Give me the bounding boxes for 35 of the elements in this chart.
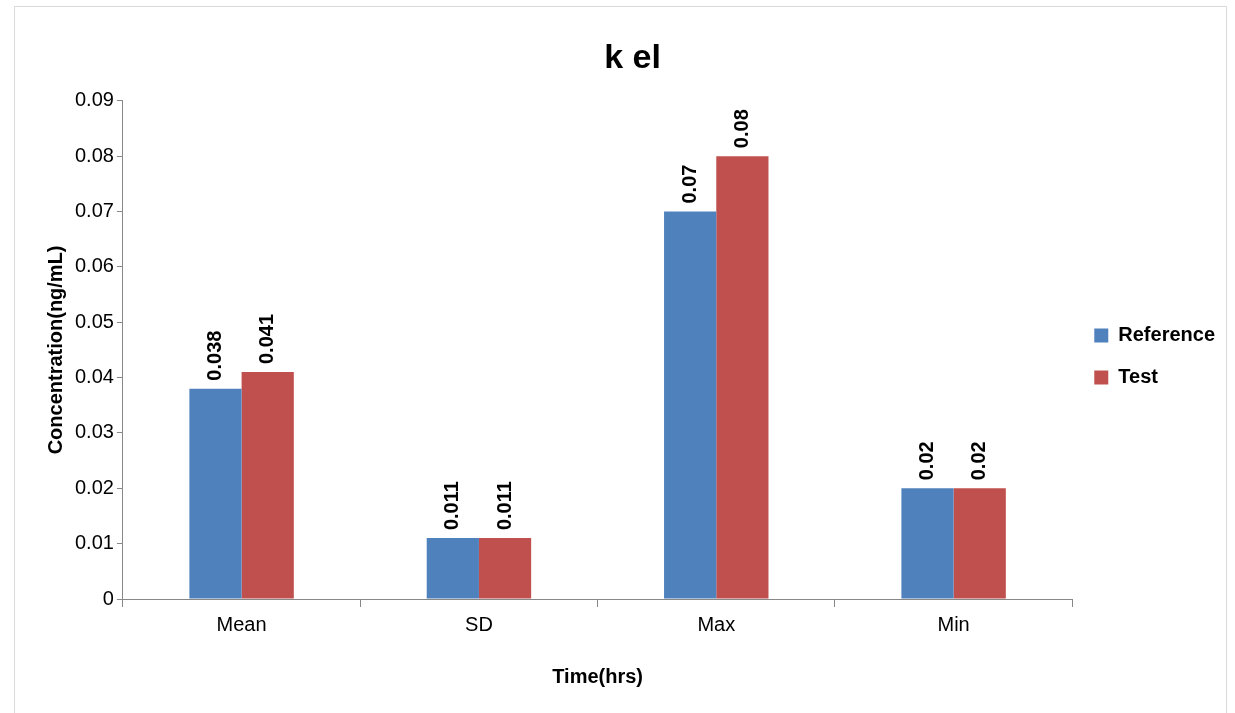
bar <box>716 156 769 599</box>
y-tick-label: 0.02 <box>74 475 114 498</box>
y-tick-label: 0.08 <box>74 143 114 166</box>
y-axis-title: Concentration(ng/mL) <box>43 245 66 455</box>
x-tick-label: SD <box>465 612 493 635</box>
x-tick-label: Min <box>937 612 970 635</box>
y-tick-label: 0.03 <box>74 420 114 443</box>
data-label: 0.02 <box>915 441 938 481</box>
y-tick-label: 0.06 <box>74 254 114 277</box>
x-axis-title: Time(hrs) <box>552 664 643 687</box>
y-tick-label: 0.01 <box>74 531 114 554</box>
y-tick-label: 0.04 <box>74 365 114 388</box>
bar <box>189 388 242 599</box>
data-label: 0.041 <box>255 313 278 365</box>
data-label: 0.07 <box>677 164 700 204</box>
data-label: 0.011 <box>440 481 463 531</box>
y-tick-label: 0.09 <box>74 88 114 111</box>
legend-label: Reference <box>1118 323 1215 346</box>
bar <box>664 211 717 599</box>
data-label: 0.038 <box>203 330 225 381</box>
data-label: 0.08 <box>729 109 752 149</box>
bar <box>953 488 1006 599</box>
x-tick-label: Max <box>697 612 736 635</box>
x-tick-label: Mean <box>216 612 267 635</box>
data-label: 0.011 <box>492 481 515 531</box>
y-tick-label: 0.07 <box>74 199 114 222</box>
y-tick-label: 0 <box>102 586 114 609</box>
data-label: 0.02 <box>967 441 990 481</box>
bar <box>478 538 532 599</box>
y-tick-label: 0.05 <box>74 309 114 332</box>
bar <box>901 488 954 599</box>
legend-label: Test <box>1118 365 1159 388</box>
chart-title: k el <box>604 36 661 75</box>
bar <box>426 538 479 599</box>
bar <box>241 372 294 599</box>
